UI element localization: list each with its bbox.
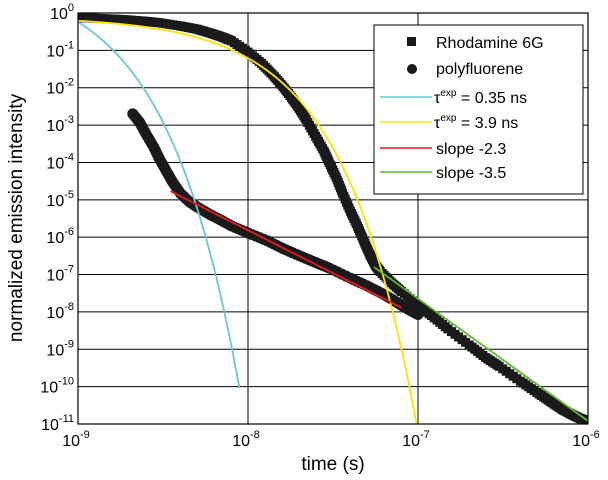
data-point	[412, 309, 424, 321]
legend: Rhodamine 6G polyfluorene τexp = 0.35 ns…	[373, 24, 584, 195]
legend-marker-rhodamine	[407, 37, 416, 46]
legend-label-rhodamine: Rhodamine 6G	[436, 35, 544, 52]
y-tick-label: 10-6	[46, 226, 74, 247]
x-tick-label: 10-7	[402, 429, 430, 450]
legend-label-tau-39: τexp = 3.9 ns	[434, 113, 518, 132]
series-layer	[78, 13, 588, 424]
x-tick-label: 10-9	[62, 429, 90, 450]
legend-label-slope-23: slope -2.3	[436, 141, 506, 158]
x-axis-label: time (s)	[301, 454, 364, 475]
series-line-exp-0-35-ns	[78, 21, 241, 389]
y-tick-label: 10-4	[46, 151, 74, 172]
x-tick-label: 10-8	[232, 429, 260, 450]
legend-marker-polyfluorene	[407, 64, 417, 74]
legend-label-tau-035: τexp = 0.35 ns	[434, 88, 527, 107]
x-tick-labels: 10-9 10-8 10-7 10-6	[62, 429, 600, 450]
x-tick-label: 10-6	[572, 429, 600, 450]
y-axis-label: normalized emission intensity	[6, 93, 27, 342]
y-tick-label: 10-8	[46, 301, 74, 322]
plot-frame	[77, 12, 589, 425]
y-tick-label: 10-5	[46, 189, 74, 210]
y-tick-label: 10-9	[46, 338, 74, 359]
y-tick-label: 10-3	[46, 114, 74, 135]
series-line-slope-2-3	[170, 190, 402, 309]
series-line-slope-3-5	[373, 266, 588, 422]
legend-label-slope-35: slope -3.5	[436, 165, 506, 182]
y-tick-label: 10-10	[40, 376, 74, 397]
legend-label-polyfluorene: polyfluorene	[436, 61, 523, 78]
y-tick-label: 10-2	[46, 77, 74, 98]
y-tick-label: 10-1	[46, 39, 74, 60]
y-tick-label: 10-7	[46, 264, 74, 285]
y-tick-labels: 100 10-1 10-2 10-3 10-4 10-5 10-6 10-7 10-8 10-9 1…	[40, 2, 74, 434]
y-tick-label: 100	[50, 2, 74, 23]
y-tick-label: 10-11	[41, 413, 74, 434]
legend-box	[373, 24, 584, 195]
series-line-exp-3-9-ns	[78, 19, 418, 424]
